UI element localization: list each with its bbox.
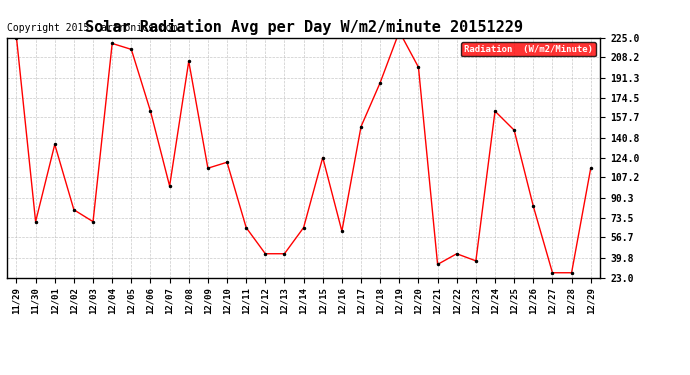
Text: Copyright 2015 Cartronics.com: Copyright 2015 Cartronics.com: [7, 23, 177, 33]
Title: Solar Radiation Avg per Day W/m2/minute 20151229: Solar Radiation Avg per Day W/m2/minute …: [85, 19, 522, 35]
Legend: Radiation  (W/m2/Minute): Radiation (W/m2/Minute): [462, 42, 595, 56]
